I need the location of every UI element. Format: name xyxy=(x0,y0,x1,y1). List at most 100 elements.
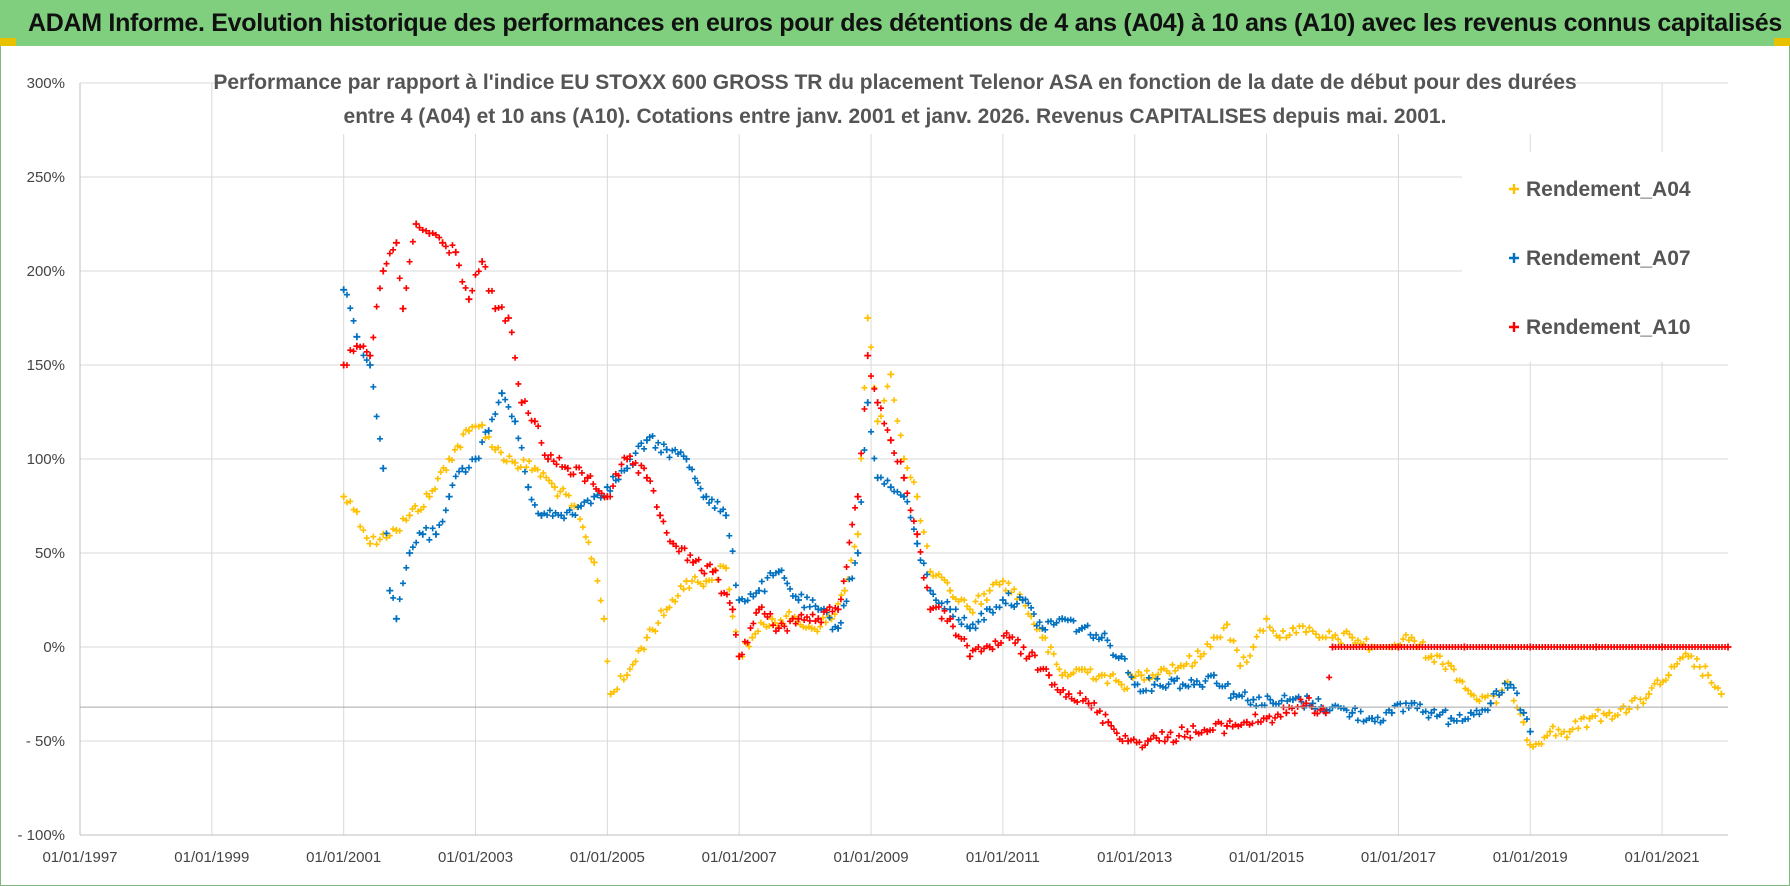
data-point-interp xyxy=(677,583,684,590)
data-point-interp xyxy=(1186,652,1193,659)
data-point-interp xyxy=(695,556,702,563)
data-point-interp xyxy=(577,516,584,523)
data-point xyxy=(1210,671,1218,679)
data-point-interp xyxy=(814,628,821,635)
data-point-interp xyxy=(1253,703,1260,710)
data-point-interp xyxy=(343,291,350,298)
data-point-interp xyxy=(1130,736,1137,743)
data-point-interp xyxy=(820,614,827,621)
data-point-interp xyxy=(981,590,988,597)
data-point-interp xyxy=(809,611,816,618)
legend: Rendement_A04 Rendement_A07 Rendement_A10 xyxy=(1462,152,1730,362)
data-point-interp xyxy=(1715,685,1722,692)
data-point-interp xyxy=(1267,696,1274,703)
data-point-interp xyxy=(952,632,959,639)
data-point-interp xyxy=(753,609,760,616)
data-point-interp xyxy=(498,304,505,311)
data-point-interp xyxy=(1280,628,1287,635)
data-point-interp xyxy=(1297,696,1304,703)
x-tick-label: 01/01/2003 xyxy=(438,849,513,866)
data-point-interp xyxy=(376,435,383,442)
data-point-interp xyxy=(1281,692,1288,699)
data-point-interp xyxy=(363,535,370,542)
data-point-interp xyxy=(1102,711,1109,718)
data-point-interp xyxy=(944,579,951,586)
data-point-interp xyxy=(1111,726,1117,733)
data-point-interp xyxy=(1162,684,1169,691)
data-point-interp xyxy=(443,467,450,474)
data-point-interp xyxy=(969,621,976,628)
data-point-interp xyxy=(452,473,459,480)
data-point-interp xyxy=(1042,634,1049,641)
data-point-interp xyxy=(403,285,410,292)
data-point-interp xyxy=(861,384,868,391)
data-point-interp xyxy=(482,263,489,270)
data-point-interp xyxy=(1217,634,1224,641)
data-point-interp xyxy=(347,498,354,505)
data-point xyxy=(1487,699,1495,707)
data-point-interp xyxy=(1159,728,1166,735)
data-point-interp xyxy=(1314,710,1321,717)
data-point-interp xyxy=(432,231,439,238)
data-point-interp xyxy=(386,250,393,257)
data-point xyxy=(406,549,414,557)
data-point-interp xyxy=(1291,710,1298,717)
data-point-interp xyxy=(920,574,927,581)
data-point-interp xyxy=(806,603,813,610)
data-point-interp xyxy=(1657,681,1664,688)
data-point-interp xyxy=(826,614,833,621)
data-point xyxy=(419,530,427,538)
data-point-interp xyxy=(720,506,727,513)
data-point-interp xyxy=(1592,713,1599,720)
data-point-interp xyxy=(1025,600,1032,607)
data-point-interp xyxy=(1110,671,1117,678)
data-point xyxy=(854,493,862,501)
data-point-interp xyxy=(1124,685,1131,692)
data-point-interp xyxy=(626,666,633,673)
data-point-interp xyxy=(1465,687,1472,694)
data-point-interp xyxy=(1510,684,1517,691)
data-point-interp xyxy=(638,645,645,652)
data-point xyxy=(814,615,822,623)
data-point-interp xyxy=(989,609,996,616)
data-point-interp xyxy=(686,585,693,592)
data-point-interp xyxy=(658,607,665,614)
data-point-interp xyxy=(1442,666,1449,673)
data-point-interp xyxy=(363,357,370,364)
data-point-interp xyxy=(907,507,914,514)
data-point-interp xyxy=(1422,708,1429,715)
data-point-interp xyxy=(1050,650,1057,657)
data-point-interp xyxy=(660,441,667,448)
data-point xyxy=(1025,652,1033,660)
data-point xyxy=(913,493,921,501)
data-point-interp xyxy=(1239,693,1246,700)
data-point-interp xyxy=(1148,688,1155,695)
data-point-interp xyxy=(1128,674,1135,681)
data-point-interp xyxy=(978,610,985,617)
data-point-interp xyxy=(884,477,891,484)
data-point-interp xyxy=(804,614,811,621)
data-point-interp xyxy=(383,530,390,537)
data-point-interp xyxy=(1101,672,1108,679)
data-point-interp xyxy=(506,453,513,460)
data-point-interp xyxy=(1563,734,1570,741)
data-point-interp xyxy=(635,443,642,450)
data-point-interp xyxy=(1204,641,1211,648)
data-point-interp xyxy=(396,527,403,534)
data-point-interp xyxy=(1572,718,1579,725)
data-point-interp xyxy=(436,234,443,241)
data-point-interp xyxy=(801,617,808,624)
data-point xyxy=(544,455,552,463)
data-point-interp xyxy=(1142,742,1149,749)
data-point xyxy=(834,605,842,613)
data-point-interp xyxy=(1479,693,1486,700)
data-point-interp xyxy=(1417,701,1424,708)
data-point-interp xyxy=(1299,623,1306,630)
data-point-interp xyxy=(1266,713,1273,720)
data-point-interp xyxy=(1679,654,1686,661)
data-point-interp xyxy=(666,454,673,461)
data-point xyxy=(926,587,934,595)
data-point-interp xyxy=(1320,704,1327,711)
data-point-interp xyxy=(1662,677,1669,684)
data-point-interp xyxy=(708,577,715,584)
